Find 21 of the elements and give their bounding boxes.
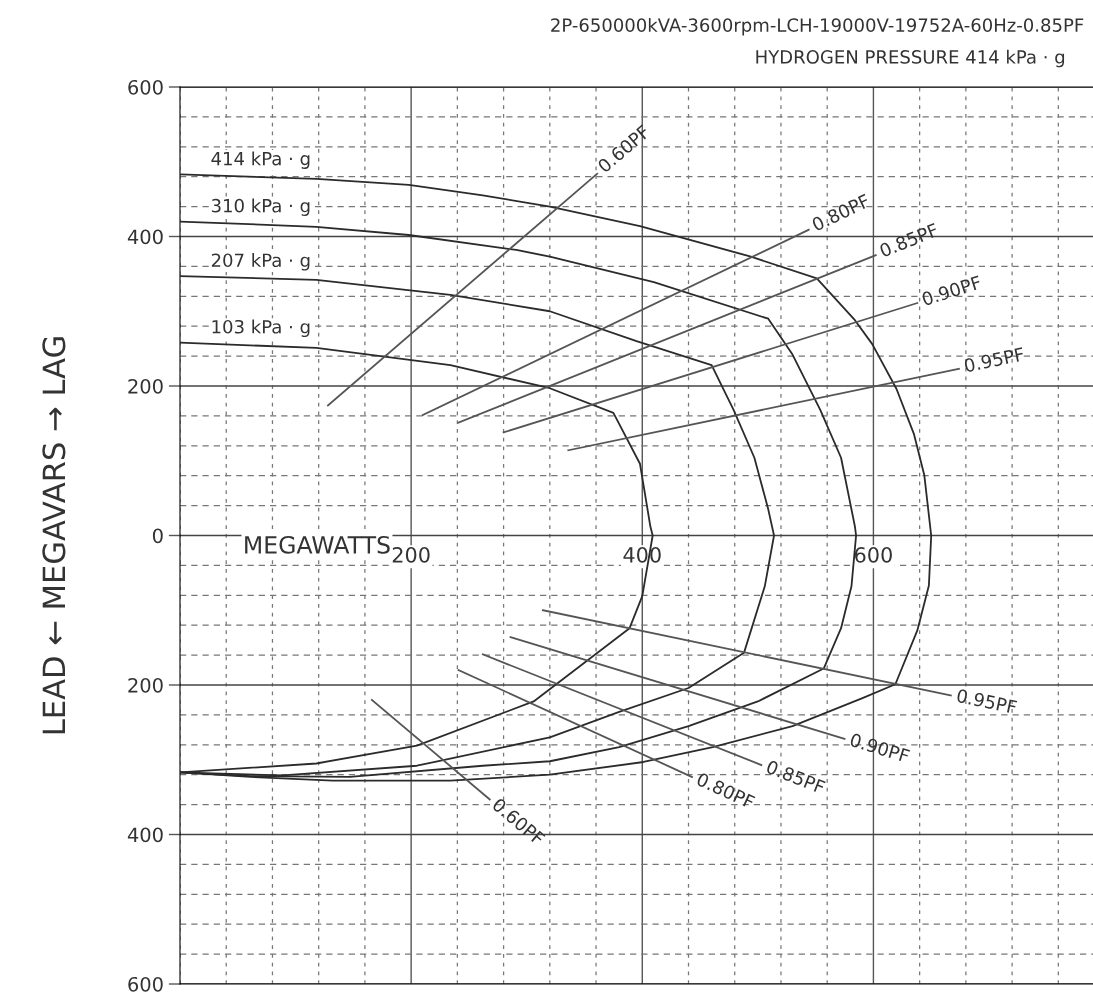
y-tick-label: 400 (127, 229, 163, 245)
chart-subtitle: HYDROGEN PRESSURE 414 kPa · g (756, 49, 1065, 68)
series-label: 103 kPa · g (212, 319, 310, 338)
y-axis-title: LEAD ← MEGAVARS → LAG (42, 337, 66, 734)
y-tick-label: 600 (128, 976, 163, 992)
x-axis-title: MEGAWATTS (245, 535, 390, 554)
text: 0.95PF (963, 347, 1025, 373)
text: 0.90PF (921, 275, 982, 307)
series-label: 414 kPa · g (211, 151, 310, 169)
y-tick-label: 600 (128, 79, 163, 95)
series-label: 310 kPa · g (211, 198, 310, 216)
text: 0.90PF (849, 732, 911, 764)
y-tick-label: 400 (127, 827, 163, 843)
text: 0.95PF (956, 688, 1018, 715)
series-label: 207 kPa · g (211, 253, 310, 271)
x-tick-label: 200 (392, 546, 430, 563)
x-tick-label: 600 (854, 546, 892, 563)
chart-title: 2P-650000kVA-3600rpm-LCH-19000V-19752A-60Hz-0.85PF (551, 17, 1084, 36)
y-tick-label: 0 (152, 528, 163, 544)
y-tick-label: 200 (128, 378, 163, 394)
y-tick-label: 200 (128, 677, 163, 693)
